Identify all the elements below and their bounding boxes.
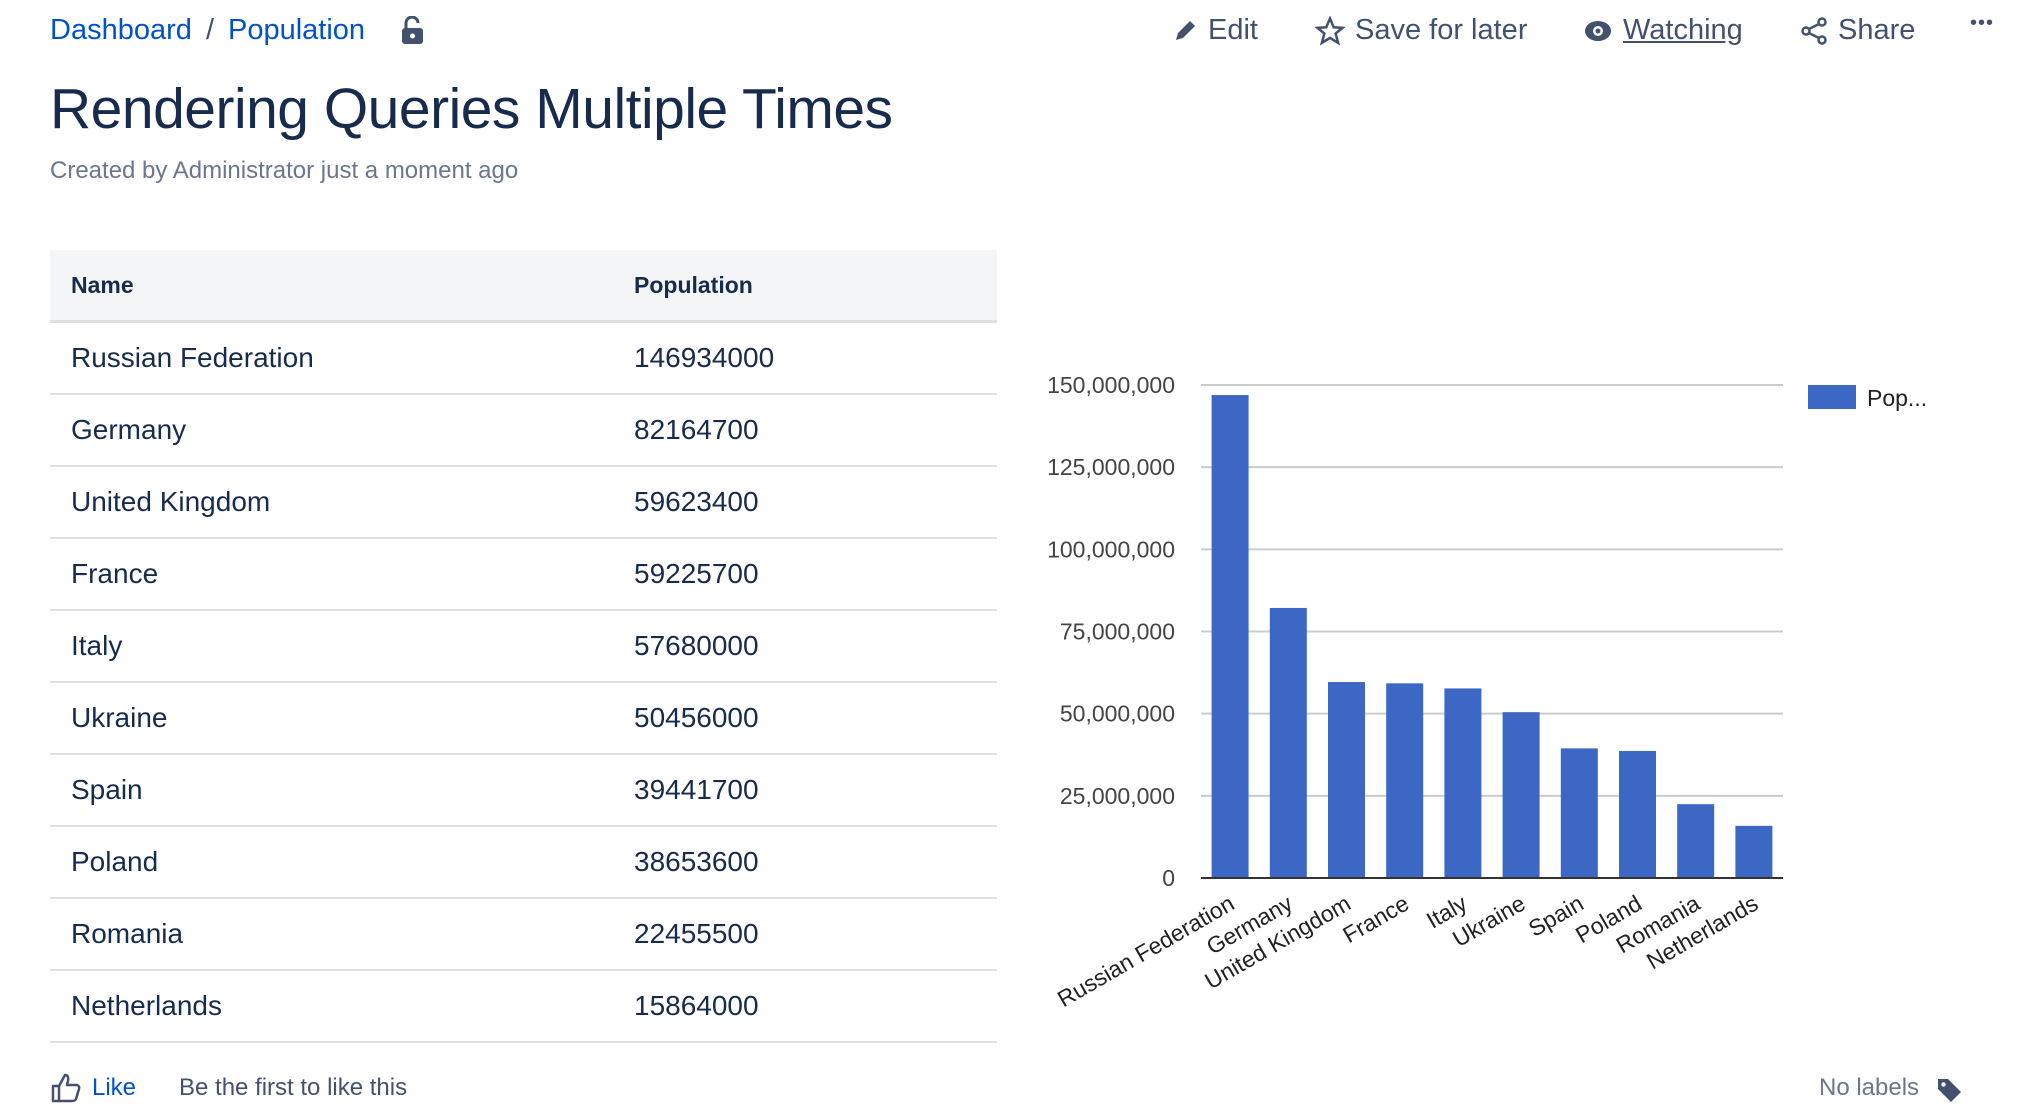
label-tag-icon[interactable] (1935, 1076, 1963, 1104)
population-cell: 57680000 (613, 610, 997, 683)
save-label: Save for later (1355, 14, 1528, 46)
legend-swatch (1808, 385, 1856, 409)
population-cell: 39441700 (613, 754, 997, 827)
table-row: Spain 39441700 (50, 754, 997, 827)
share-label: Share (1838, 14, 1916, 46)
y-tick-label: 150,000,000 (1047, 372, 1175, 398)
bar-spain (1560, 748, 1598, 878)
more-actions-button[interactable]: ••• (1970, 12, 1995, 34)
table-row: Italy 57680000 (50, 610, 997, 683)
y-tick-label: 75,000,000 (1060, 619, 1175, 645)
population-cell: 59623400 (613, 466, 997, 539)
population-bar-chart: 0 25,000,000 50,000,000 75,000,000 100,000,0… (1047, 372, 1927, 1012)
bar-poland (1619, 750, 1656, 878)
population-cell: 22455500 (613, 898, 997, 971)
name-cell: Russian Federation (50, 321, 613, 395)
name-cell: Spain (50, 754, 613, 827)
name-cell: Ukraine (50, 682, 613, 755)
y-tick-label: 125,000,000 (1047, 454, 1175, 480)
table-row: United Kingdom 59623400 (50, 466, 997, 539)
bar-russian-federation (1211, 395, 1249, 878)
edit-button[interactable]: Edit (1172, 14, 1258, 47)
breadcrumb-separator: / (206, 14, 215, 46)
save-for-later-button[interactable]: Save for later (1315, 14, 1527, 47)
legend-label: Pop... (1867, 385, 1927, 411)
bar-ukraine (1502, 712, 1540, 878)
name-cell: Germany (50, 394, 613, 467)
name-cell: Netherlands (50, 970, 613, 1043)
thumbs-up-icon (51, 1073, 81, 1103)
bar-united-kingdom (1328, 682, 1365, 878)
bar-italy (1444, 688, 1482, 878)
table-row: Netherlands 15864000 (50, 970, 997, 1043)
name-cell: France (50, 538, 613, 611)
y-tick-label: 50,000,000 (1060, 701, 1175, 727)
bar-germany (1269, 607, 1307, 878)
pencil-icon (1176, 20, 1195, 40)
bar-romania (1677, 804, 1715, 878)
table-row: Russian Federation 146934000 (50, 321, 997, 395)
breadcrumb-population[interactable]: Population (228, 14, 366, 46)
name-cell: Italy (50, 610, 613, 683)
name-cell: United Kingdom (50, 466, 613, 539)
population-cell: 38653600 (613, 826, 997, 899)
bar-netherlands (1735, 825, 1773, 878)
page-title: Rendering Queries Multiple Times (50, 77, 893, 141)
y-tick-label: 100,000,000 (1047, 536, 1175, 562)
like-link[interactable]: Like (92, 1074, 137, 1101)
watching-label: Watching (1623, 14, 1743, 46)
star-icon (1315, 15, 1345, 46)
population-cell: 59225700 (613, 538, 997, 611)
table-header-row: Name Population (50, 250, 997, 323)
no-labels-text: No labels (1819, 1074, 1920, 1101)
population-cell: 82164700 (613, 394, 997, 467)
like-status: Be the first to like this (179, 1074, 408, 1101)
breadcrumb-dashboard[interactable]: Dashboard (50, 14, 192, 46)
table-row: Romania 22455500 (50, 898, 997, 971)
name-cell: Poland (50, 826, 613, 899)
population-table: Name Population Russian Federation 146934… (50, 250, 997, 1043)
page-metadata: Created by Administrator just a moment a… (50, 157, 519, 184)
edit-label: Edit (1208, 14, 1258, 46)
table-row: Ukraine 50456000 (50, 682, 997, 755)
eye-icon (1585, 20, 1611, 41)
table-row: France 59225700 (50, 538, 997, 611)
column-header-population: Population (613, 250, 997, 323)
population-cell: 146934000 (613, 321, 997, 395)
name-cell: Romania (50, 898, 613, 971)
like-button[interactable] (50, 1072, 82, 1111)
population-cell: 50456000 (613, 682, 997, 755)
bar-france (1386, 683, 1424, 878)
table-row: Germany 82164700 (50, 394, 997, 467)
share-button[interactable]: Share (1800, 14, 1915, 47)
y-tick-label: 25,000,000 (1060, 783, 1175, 809)
x-tick-label: France (1338, 890, 1413, 948)
unlock-icon[interactable] (399, 16, 427, 46)
column-header-name: Name (50, 250, 613, 323)
population-cell: 15864000 (613, 970, 997, 1043)
y-tick-label: 0 (1162, 865, 1175, 891)
table-row: Poland 38653600 (50, 826, 997, 899)
share-icon (1801, 16, 1827, 45)
watching-button[interactable]: Watching (1583, 14, 1743, 47)
